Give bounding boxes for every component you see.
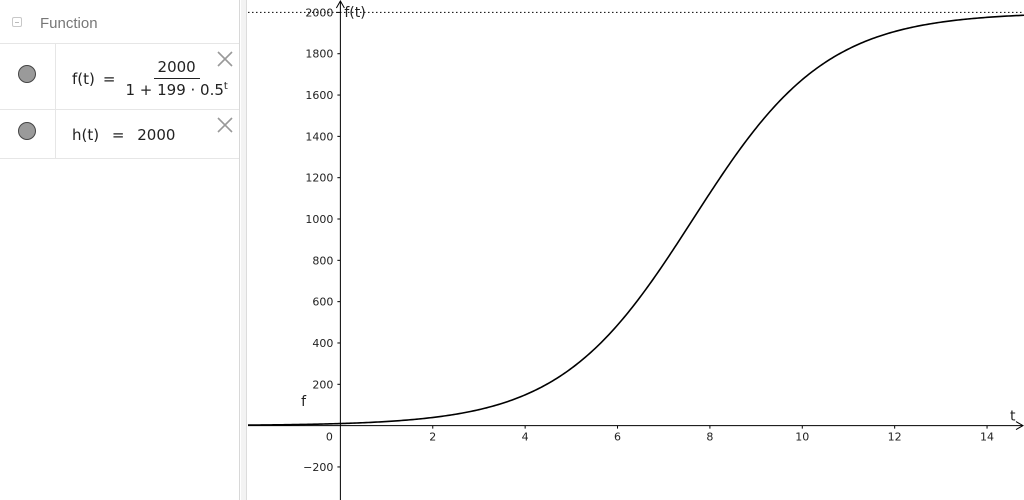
y-axis-label: f(t)	[344, 5, 365, 21]
function-group-header[interactable]: Function	[0, 0, 239, 44]
equals-sign: =	[102, 69, 116, 88]
function-name: h(t)	[72, 126, 100, 144]
visibility-toggle-f[interactable]	[18, 65, 36, 83]
x-tick-label: 8	[706, 431, 713, 444]
formula-f[interactable]: f(t) = 2000 1 + 199 · 0.5t	[72, 58, 230, 99]
y-axis-arrow	[335, 0, 345, 9]
y-tick-label: 2000	[305, 6, 333, 19]
formula-h[interactable]: h(t) = 2000	[72, 126, 175, 144]
function-value: 2000	[137, 126, 176, 144]
numerator: 2000	[153, 58, 200, 79]
y-tick-label: 800	[312, 254, 333, 267]
exponent: t	[223, 81, 228, 92]
x-tick-label: 10	[795, 431, 809, 444]
fraction: 2000 1 + 199 · 0.5t	[123, 58, 229, 99]
y-tick-label: −200	[303, 461, 333, 474]
x-tick-label: 6	[614, 431, 621, 444]
curve-label-f: f	[301, 394, 307, 410]
curve-f[interactable]	[248, 14, 1024, 426]
algebra-row-f[interactable]: f(t) = 2000 1 + 199 · 0.5t	[0, 44, 239, 110]
x-tick-label: 12	[888, 431, 902, 444]
x-tick-label: 0	[326, 431, 333, 444]
y-tick-label: 400	[312, 337, 333, 350]
algebra-view: Function f(t) = 2000 1 + 199 · 0.5t h(t)…	[0, 0, 240, 500]
collapse-icon[interactable]	[12, 17, 22, 27]
y-tick-label: 1800	[305, 48, 333, 61]
marble-cell	[0, 44, 56, 109]
close-icon[interactable]	[215, 115, 235, 135]
x-axis-label: t	[1010, 409, 1016, 425]
y-tick-label: 1000	[305, 213, 333, 226]
y-tick-label: 1200	[305, 172, 333, 185]
graphics-view[interactable]: 0 2 4 6 8 10 12 14 −200 200 400 600 800 1000 1200 1400 1…	[248, 0, 1024, 500]
x-tick-label: 4	[522, 431, 529, 444]
y-tick-label: 1400	[305, 130, 333, 143]
x-tick-label: 14	[980, 431, 994, 444]
view-divider[interactable]	[241, 0, 247, 500]
group-label: Function	[40, 15, 98, 32]
y-tick-label: 600	[312, 296, 333, 309]
equals-sign: =	[111, 126, 125, 144]
x-tick-label: 2	[429, 431, 436, 444]
denominator: 1 + 199 · 0.5t	[123, 79, 229, 99]
y-tick-label: 1600	[305, 89, 333, 102]
y-tick-label: 200	[312, 378, 333, 391]
marble-cell	[0, 110, 56, 158]
function-name: f(t)	[72, 69, 95, 88]
x-axis-arrow	[1015, 421, 1024, 431]
close-icon[interactable]	[215, 49, 235, 69]
denominator-base: 1 + 199 · 0.5	[125, 81, 224, 99]
algebra-row-h[interactable]: h(t) = 2000	[0, 110, 239, 159]
visibility-toggle-h[interactable]	[18, 122, 36, 140]
